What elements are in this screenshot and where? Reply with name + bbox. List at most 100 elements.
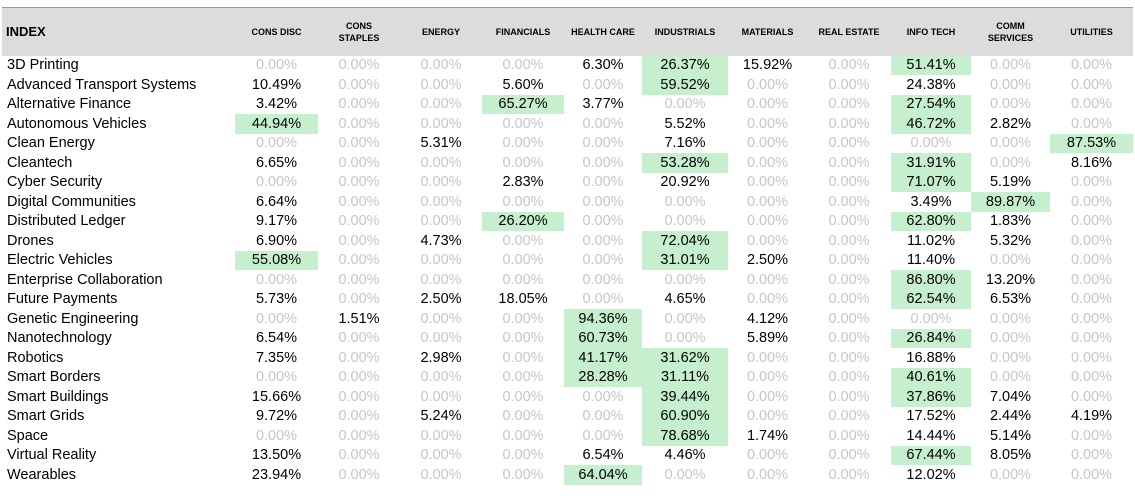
value-cell: 5.52% — [664, 115, 706, 132]
value-cell: 0.00% — [582, 213, 624, 230]
value-cell: 59.52% — [642, 75, 728, 95]
value-cell: 0.00% — [1070, 193, 1113, 210]
value-cell: 62.54% — [891, 289, 971, 309]
value-cell: 0.00% — [582, 388, 624, 405]
value-cell: 0.00% — [502, 427, 544, 444]
value-cell: 0.00% — [338, 213, 380, 230]
value-cell: 39.44% — [642, 387, 728, 407]
value-cell: 12.02% — [906, 466, 956, 483]
value-cell: 6.54% — [255, 330, 298, 347]
index-name-cell: Virtual Reality — [7, 447, 97, 464]
column-header-utilities[interactable]: UTILITIES — [1050, 7, 1133, 56]
value-cell: 0.00% — [338, 388, 380, 405]
value-cell: 6.64% — [255, 193, 298, 210]
value-cell: 5.89% — [746, 330, 789, 347]
value-cell: 0.00% — [746, 232, 789, 249]
value-cell: 0.00% — [420, 115, 462, 132]
index-name-cell: Clean Energy — [7, 135, 95, 152]
value-cell: 0.00% — [989, 154, 1032, 171]
value-cell: 0.00% — [910, 310, 952, 327]
index-name-cell: Drones — [7, 232, 54, 249]
value-cell: 0.00% — [746, 76, 789, 93]
value-cell: 60.90% — [642, 406, 728, 426]
column-header-health-care[interactable]: HEALTH CARE — [564, 7, 642, 56]
index-name-cell: Digital Communities — [7, 193, 136, 210]
value-cell: 0.00% — [1070, 310, 1113, 327]
value-cell: 0.00% — [502, 135, 544, 152]
index-name-cell: Electric Vehicles — [7, 252, 113, 269]
value-cell: 0.00% — [582, 135, 624, 152]
value-cell: 0.00% — [1070, 213, 1113, 230]
value-cell: 8.16% — [1070, 154, 1113, 171]
column-header-comm-services[interactable]: COMM SERVICES — [971, 7, 1050, 56]
value-cell: 0.00% — [338, 76, 380, 93]
value-cell: 0.00% — [338, 466, 380, 483]
value-cell: 0.00% — [255, 174, 298, 191]
column-header-materials[interactable]: MATERIALS — [728, 7, 807, 56]
value-cell: 26.37% — [642, 55, 728, 75]
column-header-industrials[interactable]: INDUSTRIALS — [642, 7, 728, 56]
value-cell: 0.00% — [255, 369, 298, 386]
value-cell: 0.00% — [664, 271, 706, 288]
value-cell: 0.00% — [828, 135, 870, 152]
value-cell: 13.20% — [985, 271, 1036, 288]
value-cell: 0.00% — [1070, 466, 1113, 483]
value-cell: 5.24% — [420, 408, 462, 425]
table-row: Cyber Security 0.00% 0.00% 0.00% 2.83% 0.00% 2… — [2, 172, 1133, 192]
value-cell: 4.65% — [664, 291, 706, 308]
value-cell: 78.68% — [642, 426, 728, 446]
value-cell: 0.00% — [746, 174, 789, 191]
value-cell: 31.91% — [891, 153, 971, 173]
value-cell: 4.73% — [420, 232, 462, 249]
value-cell: 3.42% — [255, 96, 298, 113]
value-cell: 0.00% — [828, 291, 870, 308]
index-name-cell: Cyber Security — [7, 174, 103, 191]
value-cell: 4.12% — [746, 310, 789, 327]
value-cell: 0.00% — [582, 427, 624, 444]
value-cell: 0.00% — [420, 330, 462, 347]
value-cell: 0.00% — [989, 349, 1032, 366]
column-header-energy[interactable]: ENERGY — [400, 7, 482, 56]
value-cell: 0.00% — [1070, 369, 1113, 386]
value-cell: 0.00% — [828, 174, 870, 191]
value-cell: 0.00% — [420, 96, 462, 113]
value-cell: 0.00% — [582, 408, 624, 425]
value-cell: 0.00% — [502, 330, 544, 347]
comm-services-label: COMM SERVICES — [987, 20, 1034, 43]
value-cell: 0.00% — [502, 447, 544, 464]
value-cell: 0.00% — [502, 193, 544, 210]
value-cell: 0.00% — [746, 369, 789, 386]
table-row: Cleantech 6.65% 0.00% 0.00% 0.00% 0.00% 53.28%… — [2, 153, 1133, 173]
value-cell: 6.65% — [255, 154, 298, 171]
column-header-cons-staples[interactable]: CONS STAPLES — [318, 7, 400, 56]
value-cell: 2.50% — [746, 252, 789, 269]
value-cell: 0.00% — [989, 76, 1032, 93]
value-cell: 14.44% — [906, 427, 956, 444]
column-header-info-tech[interactable]: INFO TECH — [891, 7, 971, 56]
value-cell: 15.66% — [251, 388, 302, 405]
value-cell: 0.00% — [828, 466, 870, 483]
value-cell: 0.00% — [989, 369, 1032, 386]
value-cell: 0.00% — [828, 369, 870, 386]
value-cell: 0.00% — [989, 310, 1032, 327]
value-cell: 64.04% — [564, 465, 642, 485]
value-cell: 0.00% — [338, 96, 380, 113]
value-cell: 7.35% — [255, 349, 298, 366]
value-cell: 0.00% — [664, 310, 706, 327]
column-header-real-estate[interactable]: REAL ESTATE — [807, 7, 891, 56]
column-header-index[interactable]: INDEX — [2, 7, 235, 56]
index-name-cell: Alternative Finance — [7, 96, 132, 113]
value-cell: 5.19% — [989, 174, 1032, 191]
value-cell: 62.80% — [891, 211, 971, 231]
value-cell: 5.31% — [420, 135, 462, 152]
index-name-cell: 3D Printing — [7, 57, 79, 74]
column-header-cons-disc[interactable]: CONS DISC — [235, 7, 318, 56]
column-header-financials[interactable]: FINANCIALS — [482, 7, 564, 56]
value-cell: 0.00% — [828, 96, 870, 113]
value-cell: 0.00% — [828, 388, 870, 405]
table-row: Drones 6.90% 0.00% 4.73% 0.00% 0.00% 72.04% 0.0… — [2, 231, 1133, 251]
value-cell: 60.73% — [564, 328, 642, 348]
value-cell: 7.04% — [989, 388, 1032, 405]
value-cell: 0.00% — [502, 252, 544, 269]
